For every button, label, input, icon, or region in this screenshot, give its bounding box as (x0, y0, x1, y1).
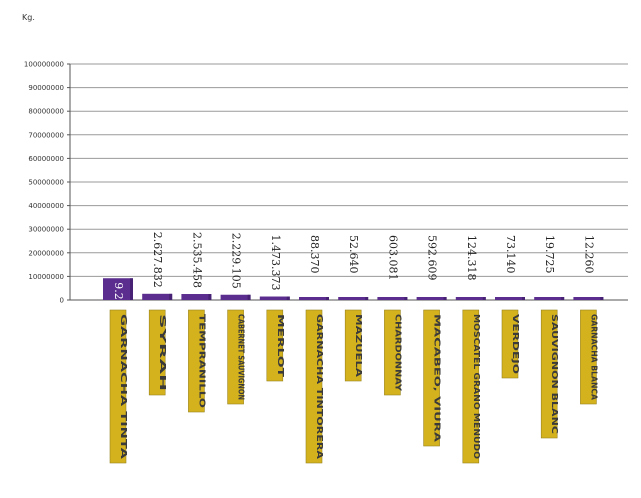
y-tick-label: 70000000 (28, 131, 64, 139)
category-label-box (423, 309, 440, 447)
unit-label: Kg. (22, 13, 35, 22)
data-label: 2.627.832 (151, 232, 164, 288)
bar-shade (169, 293, 173, 300)
category-label: GARNACHA TINTORERA (315, 314, 324, 459)
category-label: GARNACHA BLANCA (589, 314, 598, 400)
y-tick-label: 10000000 (28, 273, 64, 281)
y-tick-label: 50000000 (28, 179, 64, 187)
bar (338, 297, 369, 300)
category-label: VERDEJO (511, 314, 520, 374)
category-label-box (227, 309, 244, 405)
bar-shade (326, 297, 329, 300)
category-label-layer: GARNACHA TINTA SYRAH TEMPRANILLO CABERNET S… (109, 309, 598, 464)
data-label: 1.473.373 (269, 235, 282, 291)
data-label: 88.370 (308, 235, 321, 274)
category-label: CABERNET SAUVIGNON (237, 314, 246, 400)
bar-shade (208, 294, 212, 300)
bar (181, 294, 212, 300)
category-label-box (188, 309, 205, 413)
data-label: 73.140 (504, 235, 517, 274)
bar (455, 297, 486, 300)
bar-shade (522, 297, 525, 300)
bar-shade (247, 294, 251, 300)
category-label: GARNACHA TINTA (119, 314, 128, 459)
category-label: MOSCATEL GRANO MENUDO (472, 314, 481, 459)
y-tick-label: 30000000 (28, 226, 64, 234)
bar-shade (443, 297, 447, 300)
bar-layer (103, 278, 604, 300)
bar-shade (404, 297, 408, 300)
data-label: 52.640 (347, 235, 360, 274)
category-label: MAZUELA (354, 314, 363, 377)
bar (534, 297, 565, 300)
y-tick-label: 60000000 (28, 155, 64, 163)
bar (416, 297, 447, 300)
data-label: 2.535.458 (190, 232, 203, 288)
bar-shade (365, 297, 369, 300)
data-label: 19.725 (543, 235, 556, 274)
bar (377, 297, 408, 300)
bar (299, 297, 329, 300)
bar (573, 297, 604, 300)
category-label: SYRAH (158, 314, 167, 391)
category-label-box (109, 309, 127, 464)
y-tick-label: 100000000 (24, 61, 64, 69)
data-label: 124.318 (465, 235, 478, 281)
category-label-box (462, 309, 480, 464)
bar-shade (600, 297, 604, 300)
category-label: MERLOT (276, 314, 285, 379)
category-label-box (501, 309, 519, 379)
y-tick-label: 0 (60, 297, 64, 305)
category-label: TEMPRANILLO (197, 314, 206, 408)
category-label-box (540, 309, 558, 439)
data-label: 2.229.105 (230, 233, 243, 289)
bar (495, 297, 525, 300)
bar-shade (130, 278, 133, 300)
bar-shade (286, 296, 290, 300)
y-tick-label: 90000000 (28, 84, 64, 92)
y-tick-label: 20000000 (28, 249, 64, 257)
category-label: MACABEO, VIURA (433, 314, 442, 442)
grid-layer (70, 63, 628, 277)
category-label-box (344, 309, 362, 382)
category-label-box (305, 309, 323, 464)
bar-shade (482, 297, 486, 300)
y-tick-label: 40000000 (28, 202, 64, 210)
bar (142, 293, 173, 300)
y-tick-label: 80000000 (28, 108, 64, 116)
data-label: 603.081 (386, 235, 399, 281)
bar-shade (561, 297, 565, 300)
data-label: 12.260 (582, 235, 595, 274)
bar (103, 278, 133, 300)
category-label-box (384, 309, 401, 396)
category-label: CHARDONNAY (393, 314, 402, 392)
bar (259, 296, 290, 300)
category-label-box (148, 309, 166, 396)
category-label-box (580, 309, 597, 405)
data-label: 592.609 (426, 235, 439, 281)
category-label: SAUVIGNON BLANC (550, 314, 559, 435)
label-layer: 9.220.6262.627.8322.535.4582.229.1051.47… (112, 232, 595, 338)
category-label-box (266, 309, 284, 382)
bar (220, 294, 251, 300)
